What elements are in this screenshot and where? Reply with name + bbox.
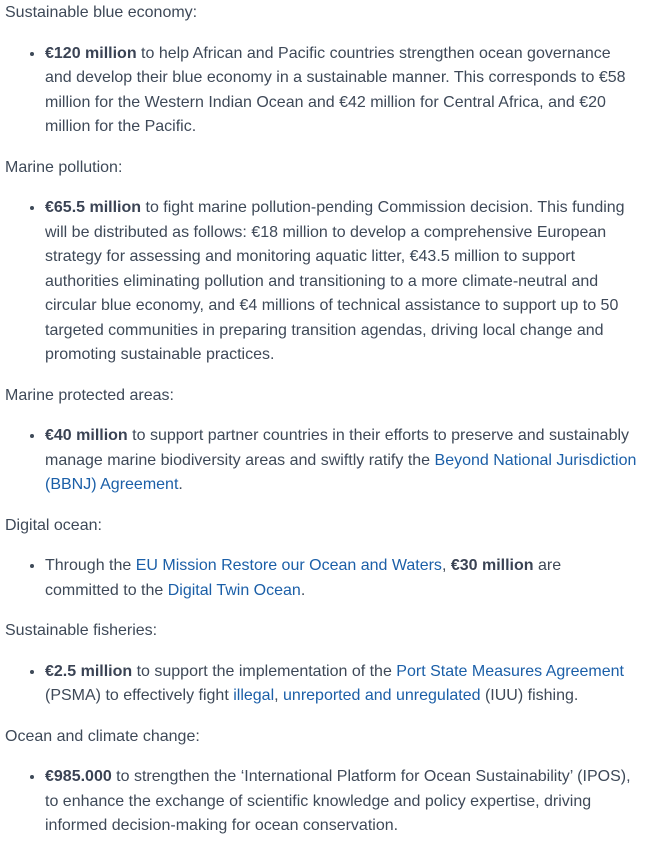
section-bullet-list: €65.5 million to fight marine pollution-…: [5, 196, 637, 368]
funding-amount: €40 million: [45, 427, 128, 444]
body-text: .: [300, 581, 306, 599]
body-text: to fight marine pollution-pending Commis…: [45, 199, 625, 363]
body-text: to support partner countries in their ef…: [45, 427, 630, 469]
section-heading: Digital ocean:: [5, 516, 102, 534]
bullet-item: €40 million to support partner countries…: [45, 424, 637, 498]
body-text: to support the implementation of the: [132, 662, 397, 680]
body-text: to help African and Pacific countries st…: [45, 44, 626, 136]
body-text: (IUU) fishing.: [480, 687, 579, 704]
section-bullet-list: €40 million to support partner countries…: [5, 424, 637, 498]
illegal-fishing-link[interactable]: illegal: [233, 687, 275, 704]
bbnj-agreement-link[interactable]: Beyond National Jurisdiction (BBNJ) Agre…: [45, 451, 637, 494]
eu-mission-restore-ocean-link[interactable]: EU Mission Restore our Ocean and Waters: [135, 557, 442, 574]
bullet-item: €120 million to help African and Pacific…: [45, 42, 637, 140]
funding-amount: €985.000: [45, 768, 112, 785]
bullet-item: €985.000 to strengthen the ‘Internationa…: [45, 765, 637, 839]
section-bullet-list: €2.5 million to support the implementati…: [5, 660, 637, 709]
section-bullet-list: Through the EU Mission Restore our Ocean…: [5, 554, 637, 603]
funding-amount: €120 million: [45, 44, 137, 62]
digital-twin-ocean-link[interactable]: Digital Twin Ocean: [167, 581, 301, 599]
body-text: are committed to the: [45, 557, 562, 599]
section-heading: Marine protected areas:: [5, 386, 174, 404]
funding-amount: €30 million: [450, 557, 534, 574]
section-heading: Sustainable blue economy:: [5, 4, 198, 21]
section-heading: Sustainable fisheries:: [5, 622, 158, 639]
port-state-measures-agreement-link[interactable]: Port State Measures Agreement: [396, 662, 624, 680]
section-heading: Ocean and climate change:: [5, 727, 200, 745]
body-text: Through the: [45, 557, 136, 574]
body-text: .: [178, 476, 183, 493]
bullet-item: Through the EU Mission Restore our Ocean…: [45, 554, 637, 603]
bullet-item: €2.5 million to support the implementati…: [45, 660, 637, 709]
body-text: ,: [274, 687, 284, 704]
body-text: ,: [441, 557, 451, 574]
funding-amount: €65.5 million: [45, 199, 142, 216]
bullet-item: €65.5 million to fight marine pollution-…: [45, 196, 637, 368]
section-heading: Marine pollution:: [5, 158, 123, 176]
funding-amount: €2.5 million: [45, 662, 133, 680]
unreported-unregulated-fishing-link[interactable]: unreported and unregulated: [283, 687, 481, 704]
body-text: to strengthen the ‘International Platfor…: [45, 768, 631, 834]
section-bullet-list: €985.000 to strengthen the ‘Internationa…: [5, 765, 637, 839]
body-text: (PSMA) to effectively fight: [45, 687, 234, 704]
section-bullet-list: €120 million to help African and Pacific…: [5, 42, 637, 140]
